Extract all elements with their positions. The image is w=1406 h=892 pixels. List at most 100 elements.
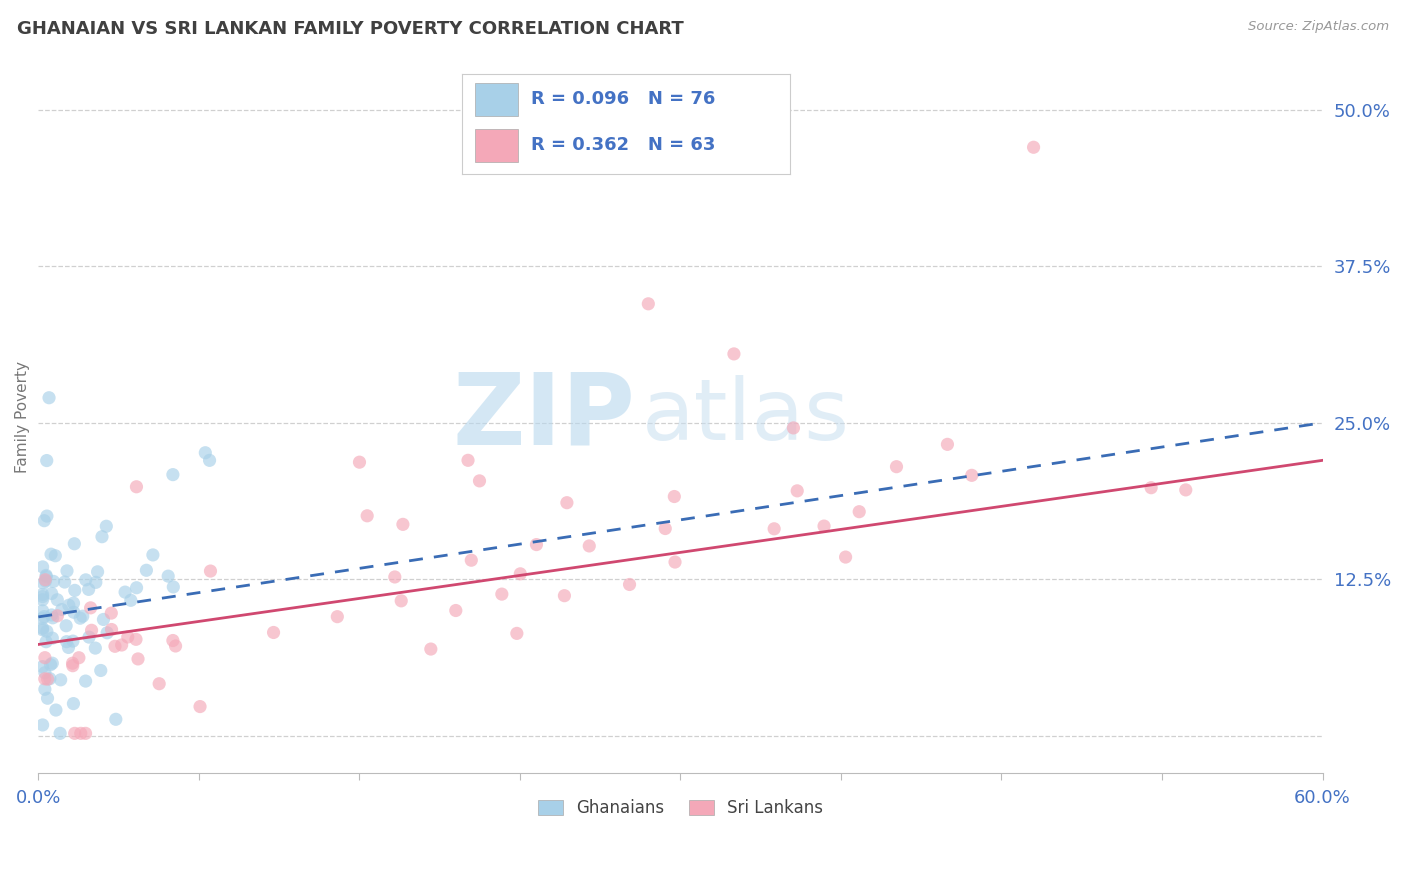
Point [53, 575, 76, 590]
Point [162, 633, 184, 648]
Point [69, 611, 91, 625]
Point [553, 589, 575, 603]
Point [125, 581, 148, 595]
Point [75, 674, 97, 689]
Point [31, 587, 53, 601]
Point [84, 575, 107, 590]
Point [157, 569, 180, 583]
Point [44, 549, 66, 563]
Point [637, 297, 659, 311]
Point [31, 611, 53, 625]
Point [114, 585, 136, 599]
Point [100, 623, 122, 637]
Point [96, 625, 118, 640]
Point [32, 514, 55, 528]
Point [41, 631, 63, 645]
Point [34, 672, 56, 686]
Point [117, 630, 139, 644]
Point [77, 582, 100, 597]
Point [194, 446, 217, 460]
Point [392, 517, 415, 532]
Point [188, 699, 211, 714]
Point [148, 677, 170, 691]
Point [35, 453, 58, 467]
Point [349, 455, 371, 469]
Point [135, 563, 157, 577]
Text: atlas: atlas [643, 375, 849, 458]
Point [62, 596, 84, 610]
Point [35, 509, 58, 524]
Point [142, 548, 165, 562]
Point [38, 391, 60, 405]
Point [1140, 481, 1163, 495]
Point [1174, 483, 1197, 497]
Point [886, 459, 908, 474]
Point [75, 573, 97, 587]
Point [37, 691, 59, 706]
Point [80, 624, 103, 638]
Point [34, 650, 56, 665]
Point [96, 519, 118, 533]
Point [120, 593, 142, 607]
Point [55, 619, 77, 633]
Point [31, 623, 53, 637]
Point [165, 639, 187, 653]
Point [62, 697, 84, 711]
Point [104, 712, 127, 726]
Point [263, 625, 285, 640]
Point [62, 634, 84, 648]
Point [56, 564, 79, 578]
Point [62, 605, 84, 619]
Point [960, 468, 983, 483]
Point [786, 483, 808, 498]
Point [125, 632, 148, 647]
Point [457, 453, 479, 467]
Point [91, 530, 114, 544]
Point [49, 673, 72, 687]
Point [813, 519, 835, 533]
Point [31, 604, 53, 618]
Point [468, 474, 491, 488]
Point [491, 587, 513, 601]
Point [834, 550, 856, 565]
Point [39, 547, 62, 561]
Point [664, 555, 686, 569]
Point [654, 522, 676, 536]
Point [84, 641, 107, 656]
Point [93, 612, 115, 626]
Point [1022, 140, 1045, 154]
Point [45, 703, 67, 717]
Point [460, 553, 482, 567]
Point [55, 634, 77, 648]
Point [63, 537, 86, 551]
Point [31, 718, 53, 732]
Point [419, 642, 441, 657]
Point [763, 522, 786, 536]
Text: GHANAIAN VS SRI LANKAN FAMILY POVERTY CORRELATION CHART: GHANAIAN VS SRI LANKAN FAMILY POVERTY CO… [17, 20, 683, 37]
Point [34, 682, 56, 697]
Point [37, 672, 59, 686]
Point [506, 626, 529, 640]
Point [100, 606, 122, 620]
Point [31, 659, 53, 673]
Point [619, 577, 641, 591]
Text: ZIP: ZIP [453, 368, 636, 465]
Point [555, 496, 578, 510]
Point [34, 573, 56, 587]
Point [58, 599, 80, 613]
Point [127, 652, 149, 666]
Point [35, 568, 58, 582]
Point [936, 437, 959, 451]
Point [63, 583, 86, 598]
Point [723, 347, 745, 361]
Legend: Ghanaians, Sri Lankans: Ghanaians, Sri Lankans [529, 791, 832, 826]
Point [35, 624, 58, 639]
Point [67, 650, 90, 665]
Y-axis label: Family Poverty: Family Poverty [15, 360, 30, 473]
Point [384, 570, 406, 584]
Point [42, 574, 65, 589]
Point [125, 480, 148, 494]
Point [34, 665, 56, 680]
Point [326, 609, 349, 624]
Point [356, 508, 378, 523]
